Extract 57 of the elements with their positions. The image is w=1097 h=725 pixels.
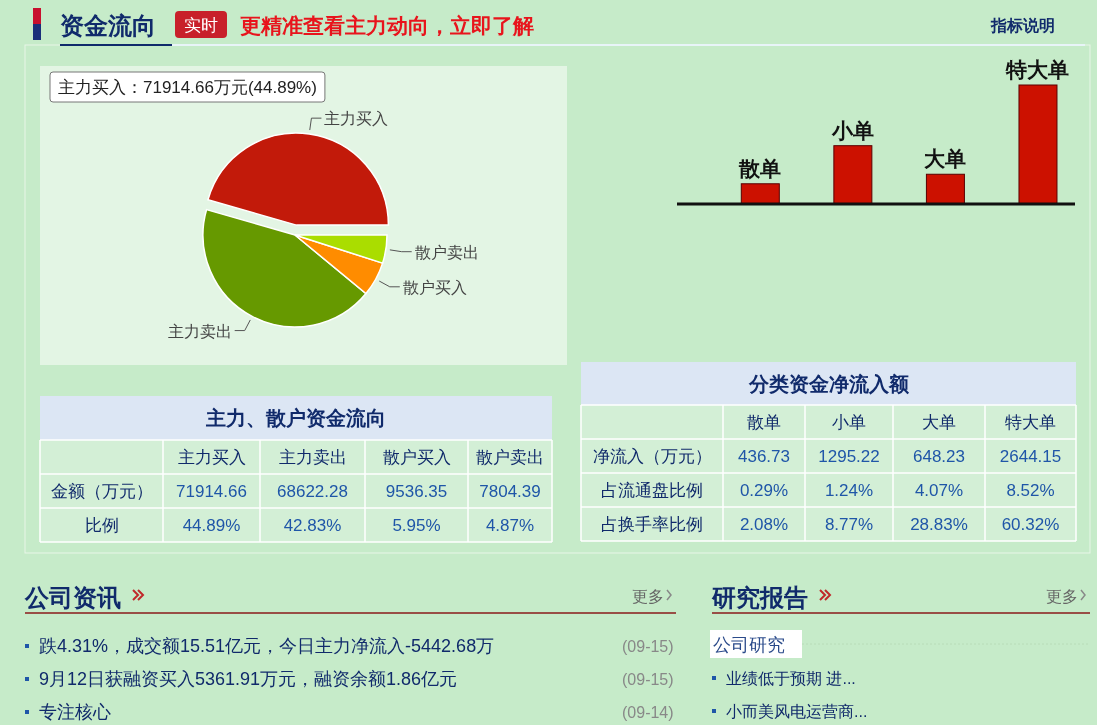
- text: 指标说明: [990, 17, 1055, 34]
- text: 1295.22: [818, 447, 880, 466]
- text: 2644.15: [999, 447, 1062, 466]
- text: 8.77%: [824, 515, 874, 534]
- text: 实时: [184, 16, 218, 35]
- text: 更精准查看主力动向，立即了解: [240, 14, 534, 37]
- text: 更多: [1046, 588, 1078, 605]
- text: 业绩低于预期 进...: [726, 670, 856, 687]
- category-label: 大单: [922, 413, 956, 432]
- slice-label: 散户卖出: [414, 243, 479, 261]
- text: 2.08%: [739, 515, 789, 534]
- text: 公司资讯: [24, 584, 121, 611]
- text: 小而美风电运营商...: [726, 703, 868, 720]
- text: 跌4.31%，成交额15.51亿元，今日主力净流入-5442.68万: [39, 636, 495, 656]
- text: 42.83%: [283, 516, 342, 535]
- text: 1.24%: [824, 481, 874, 500]
- text: (09-15): [622, 671, 674, 688]
- category-label: 散单: [747, 413, 781, 432]
- category-label: 占换手率比例: [601, 515, 703, 534]
- category-label: 金额（万元）: [50, 482, 153, 501]
- text: 60.32%: [1001, 515, 1060, 534]
- category-label: 散户卖出: [476, 448, 544, 467]
- text: 主力、散户资金流向: [205, 407, 386, 429]
- text: 71914.66: [176, 482, 247, 501]
- text: 28.83%: [910, 515, 968, 534]
- text: 4.87%: [485, 516, 535, 535]
- text: 648.23: [913, 447, 965, 466]
- category-label: 特大单: [1005, 413, 1056, 432]
- slice-label: 主力卖出: [167, 322, 232, 340]
- text: 9536.35: [385, 482, 448, 501]
- text: 资金流向: [60, 12, 156, 39]
- category-label: 小单: [832, 413, 866, 432]
- text: (09-15): [622, 638, 674, 655]
- text: 9月12日获融资买入5361.91万元，融资余额1.86亿元: [39, 669, 458, 689]
- slice-label: 主力买入: [324, 110, 389, 128]
- text: 主力买入：71914.66万元(44.89%): [58, 78, 317, 97]
- text: 公司研究: [713, 635, 785, 655]
- category-label: 主力卖出: [278, 448, 347, 467]
- category-label: 占流通盘比例: [601, 481, 703, 500]
- text: 44.89%: [182, 516, 241, 535]
- text: (09-14): [622, 704, 674, 721]
- text: 436.73: [738, 447, 790, 466]
- text: 5.95%: [392, 516, 441, 535]
- text: 专注核心: [39, 702, 111, 722]
- text: 0.29%: [739, 481, 789, 500]
- text: 更多: [632, 588, 664, 605]
- text: 4.07%: [914, 481, 964, 500]
- text: 7804.39: [479, 482, 541, 501]
- category-label: 散户买入: [382, 448, 451, 467]
- text: 68622.28: [277, 482, 348, 501]
- slice-label: 散户买入: [402, 278, 467, 296]
- category-label: 净流入（万元）: [592, 447, 712, 466]
- category-label: 比例: [84, 516, 119, 535]
- category-label: 主力买入: [177, 448, 246, 467]
- text: 研究报告: [711, 584, 808, 611]
- text: 8.52%: [1006, 481, 1055, 500]
- text: 分类资金净流入额: [747, 372, 910, 395]
